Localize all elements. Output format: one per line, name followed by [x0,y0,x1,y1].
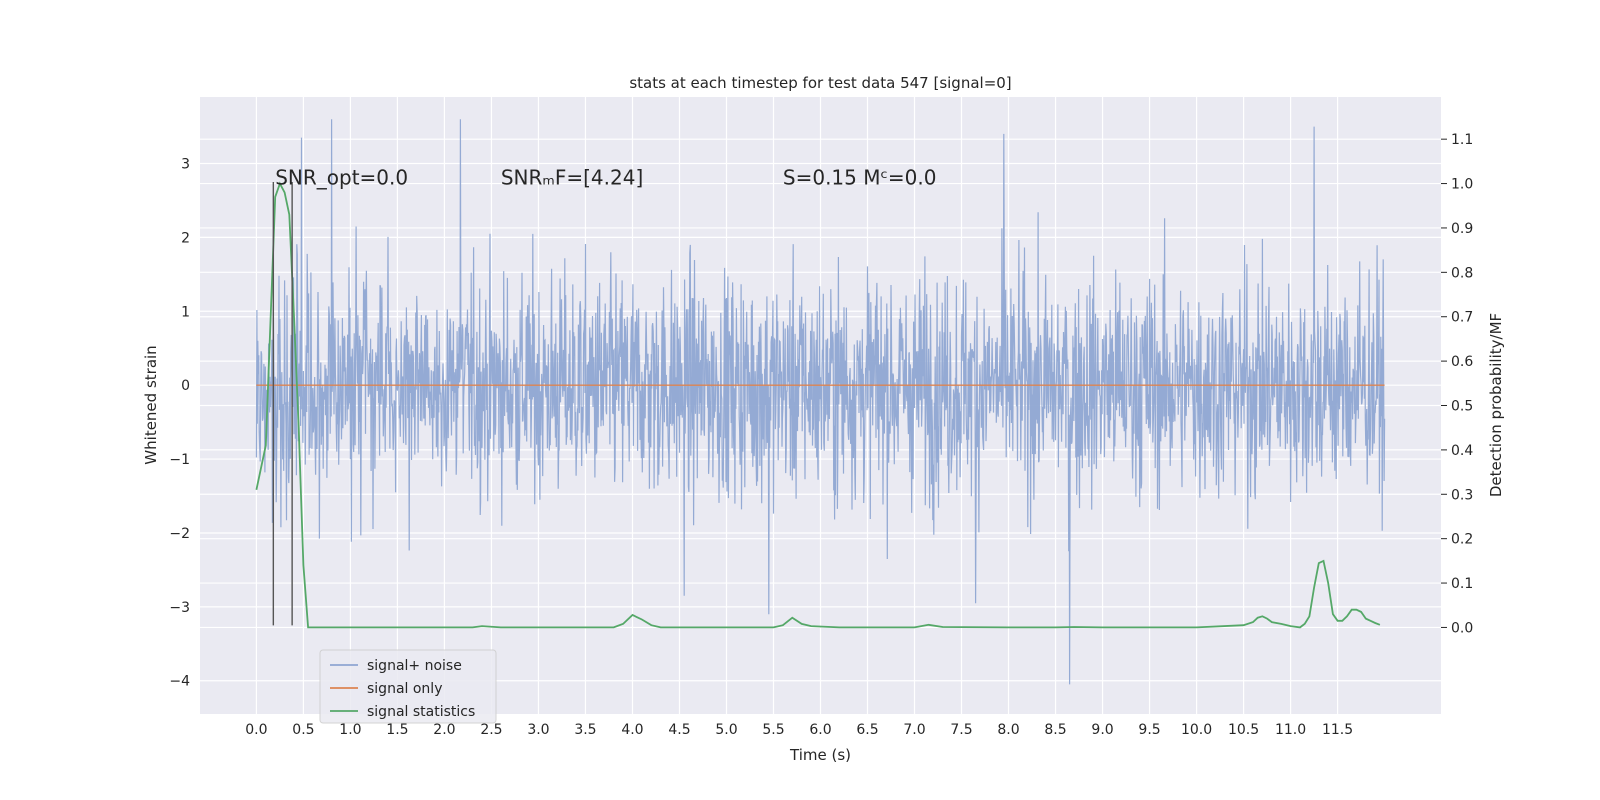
x-tick-label: 0.5 [292,722,314,738]
y2-axis-ticks: 0.0 0.1 0.2 0.3 0.4 0.5 0.6 0.7 0.8 0.9 1.0 1.1 [1441,132,1473,636]
x-tick-label: 0.0 [245,722,267,738]
x-tick-label: 7.0 [903,722,925,738]
legend-label: signal+ noise [367,658,462,674]
y-axis-ticks: −4 −3 −2 −1 0 1 2 3 [169,157,190,690]
x-tick-label: 3.5 [574,722,596,738]
y-tick-label: 1 [181,304,190,320]
x-tick-label: 8.0 [997,722,1019,738]
y2-tick-label: 0.4 [1451,443,1473,459]
y-tick-label: 3 [181,157,190,173]
y-tick-label: 2 [181,230,190,246]
y-tick-label: 0 [181,378,190,394]
legend-label: signal only [367,681,442,697]
annotation-text: SNRₘF=[4.24] [501,165,643,189]
y2-tick-label: 0.1 [1451,576,1473,592]
y2-tick-label: 0.9 [1451,221,1473,237]
annotation-text: SNR_opt=0.0 [275,165,408,189]
x-tick-label: 3.0 [527,722,549,738]
x-tick-label: 1.5 [386,722,408,738]
y2-tick-label: 0.8 [1451,265,1473,281]
x-tick-label: 4.5 [668,722,690,738]
x-tick-label: 9.0 [1091,722,1113,738]
x-tick-label: 8.5 [1044,722,1066,738]
x-axis-label: Time (s) [789,746,851,764]
y2-tick-label: 0.3 [1451,487,1473,503]
annotations: SNR_opt=0.0 SNRₘF=[4.24] S=0.15 Mᶜ=0.0 [275,165,936,189]
noise-series [255,119,1386,685]
series-signal-noise-line [255,119,1386,685]
line-series [255,181,1385,629]
x-tick-label: 6.5 [856,722,878,738]
y2-tick-label: 1.0 [1451,177,1473,193]
y2-tick-label: 0.6 [1451,354,1473,370]
y-tick-label: −1 [169,452,190,468]
y2-tick-label: 0.2 [1451,532,1473,548]
x-tick-label: 10.5 [1228,722,1259,738]
x-tick-label: 10.0 [1181,722,1212,738]
series-signal-statistics-line [255,181,1381,629]
x-tick-label: 4.0 [621,722,643,738]
annotation-text: S=0.15 Mᶜ=0.0 [783,165,937,189]
y2-tick-label: 0.5 [1451,399,1473,415]
chart-title: stats at each timestep for test data 547… [629,74,1011,92]
legend-box [319,649,497,724]
y-tick-label: −2 [169,526,190,542]
legend-label: signal statistics [367,704,475,720]
vertical-markers [272,181,293,626]
y2-tick-label: 0.7 [1451,310,1473,326]
x-tick-label: 11.5 [1322,722,1353,738]
x-tick-label: 5.5 [762,722,784,738]
x-tick-label: 9.5 [1138,722,1160,738]
x-tick-label: 2.0 [433,722,455,738]
x-tick-label: 1.0 [339,722,361,738]
x-tick-label: 5.0 [715,722,737,738]
y2-axis-label: Detection probability/MF [1487,313,1505,497]
y-axis-label: Whitened strain [142,345,160,464]
x-tick-label: 11.0 [1275,722,1306,738]
y-tick-label: −3 [169,600,190,616]
x-tick-label: 7.5 [950,722,972,738]
y2-tick-label: 1.1 [1451,132,1473,148]
y-tick-label: −4 [169,674,190,690]
legend: signal+ noise signal only signal statistic… [319,649,497,724]
x-tick-label: 2.5 [480,722,502,738]
x-tick-label: 6.0 [809,722,831,738]
x-axis-ticks: 0.0 0.5 1.0 1.5 2.0 2.5 3.0 3.5 4.0 4.5 5.0 5.5 6.0 6… [245,722,1353,738]
y2-tick-label: 0.0 [1451,620,1473,636]
